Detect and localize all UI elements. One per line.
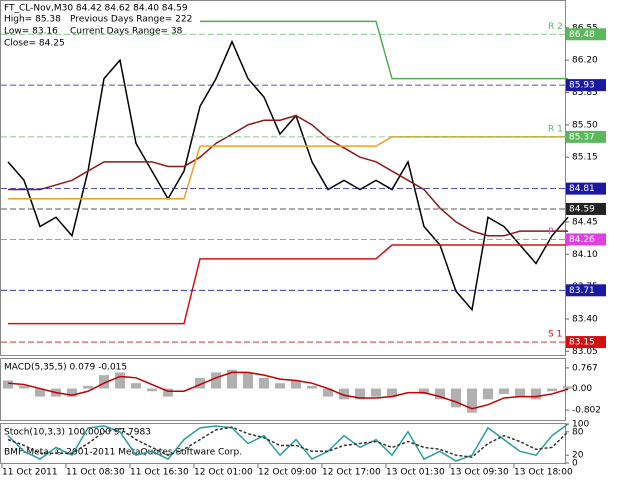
histogram-bar: [195, 377, 205, 389]
histogram-bar: [163, 388, 173, 397]
histogram-bar: [419, 388, 429, 394]
series-line: [7, 423, 569, 462]
level-box: [566, 233, 606, 246]
level-label: 83.71: [569, 286, 595, 296]
histogram-bar: [115, 372, 125, 389]
series-line: [8, 244, 568, 325]
histogram-bar: [211, 372, 221, 389]
y-tick-label: 100: [572, 420, 589, 430]
histogram-bar: [131, 383, 141, 389]
histogram-bar: [547, 388, 557, 392]
series-line: [7, 426, 569, 458]
histogram-bar: [355, 388, 365, 400]
histogram-bar: [19, 385, 29, 389]
y-tick-label: 84.45: [572, 217, 598, 227]
histogram-bar: [227, 369, 237, 389]
level-box: [566, 79, 606, 92]
histogram-bar: [531, 388, 541, 400]
histogram-bar: [371, 388, 381, 397]
y-tick-label: -0.802: [572, 406, 601, 416]
level-box: [566, 182, 606, 195]
x-tick-label: 11 Oct 08:30: [66, 468, 125, 478]
series-line: [8, 114, 568, 237]
info: Low= 83.16: [4, 27, 58, 37]
x-tick-label: 13 Oct 01:30: [386, 468, 445, 478]
y-tick-label: 0.00: [572, 384, 592, 394]
level-box: [566, 336, 606, 349]
x-tick-label: 12 Oct 01:00: [194, 468, 253, 478]
level-box: [566, 28, 606, 41]
histogram-bar: [483, 388, 493, 400]
y-tick-label: 85.85: [572, 88, 598, 98]
histogram-bar: [435, 388, 445, 400]
x-tick-label: 13 Oct 09:30: [450, 468, 509, 478]
info: Current Days Range= 38: [70, 27, 183, 37]
chart-title: FT_CL-Nov,M30 84.42 84.62 84.40 84.59: [4, 4, 188, 14]
histogram-bar: [243, 372, 253, 389]
series-line: [200, 20, 568, 80]
histogram-bar: [83, 385, 93, 389]
level-tag: R 1: [548, 124, 563, 134]
histogram-bar: [387, 388, 397, 397]
histogram-bar: [515, 388, 525, 397]
y-tick-label: 83.40: [572, 314, 598, 324]
y-tick-label: 85.15: [572, 153, 598, 163]
histogram-bar: [35, 388, 45, 397]
stoch-title: Stoch(10,3,3) 100.0000 97.7983: [4, 428, 151, 438]
level-tag: R 2: [548, 22, 563, 32]
y-tick-label: 20: [572, 451, 584, 461]
info: High= 85.38: [4, 15, 61, 25]
x-tick-label: 11 Oct 16:30: [130, 468, 189, 478]
x-tick-label: 12 Oct 17:00: [322, 468, 381, 478]
series-line: [7, 371, 569, 410]
histogram-bar: [307, 385, 317, 389]
histogram-bar: [147, 388, 157, 392]
level-label: 85.93: [569, 81, 595, 91]
level-tag: P: [548, 227, 554, 237]
main-frame: [0, 0, 566, 356]
histogram-bar: [499, 388, 509, 394]
level-box: [566, 130, 606, 143]
level-label: 84.59: [569, 204, 595, 214]
level-label: 86.48: [569, 30, 595, 40]
histogram-bar: [99, 375, 109, 389]
y-tick-label: 0.767: [572, 363, 598, 373]
y-tick-label: 0: [572, 459, 578, 469]
footer: BMF-Meta, © 2001-2011 MetaQuotes Softwar…: [4, 448, 242, 458]
y-tick-label: 80: [572, 427, 584, 437]
x-tick-label: 11 Oct 2011: [2, 468, 58, 478]
info: Previous Days Range= 222: [70, 15, 192, 25]
histogram-bar: [467, 388, 477, 413]
histogram-bar: [563, 386, 573, 389]
y-tick-label: 83.05: [572, 347, 598, 357]
level-label: 85.37: [569, 132, 595, 142]
level-box: [566, 284, 606, 297]
histogram-bar: [291, 380, 301, 389]
histogram-bar: [451, 388, 461, 408]
histogram-bar: [259, 377, 269, 389]
macd-title: MACD(5,35,5) 0.079 -0.015: [4, 363, 127, 373]
level-tag: S 1: [548, 330, 562, 340]
y-tick-label: 84.10: [572, 250, 598, 260]
y-tick-label: 86.20: [572, 56, 598, 66]
level-label: 84.81: [569, 184, 595, 194]
level-label: 83.15: [569, 338, 595, 348]
info: Close= 84.25: [4, 39, 65, 49]
y-tick-label: 85.50: [572, 120, 598, 130]
x-tick-label: 12 Oct 09:00: [258, 468, 317, 478]
level-box: [566, 202, 606, 215]
histogram-bar: [275, 383, 285, 389]
level-label: 84.26: [569, 235, 595, 245]
histogram-bar: [3, 380, 13, 389]
series-line: [7, 39, 569, 312]
histogram-bar: [323, 388, 333, 397]
histogram-bar: [67, 388, 77, 397]
x-tick-label: 13 Oct 18:00: [514, 468, 573, 478]
histogram-bar: [339, 388, 349, 400]
